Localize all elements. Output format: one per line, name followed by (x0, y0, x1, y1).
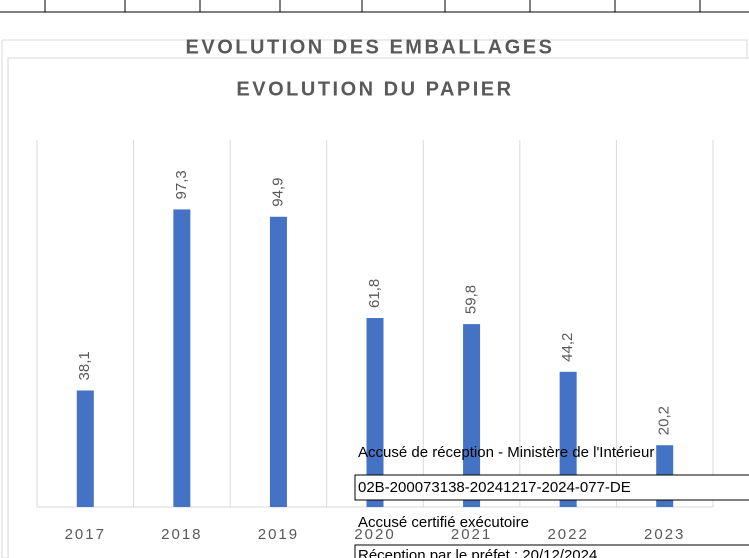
stamp-text: Accusé certifié exécutoire (358, 514, 529, 531)
stamp-box (354, 474, 749, 501)
chart-title: EVOLUTION DU PAPIER (236, 78, 513, 100)
data-label: 97,3 (173, 170, 190, 199)
behind-title: EVOLUTION DES EMBALLAGES (186, 36, 555, 58)
x-tick-label: 2020 (354, 526, 395, 543)
data-label: 59,8 (463, 285, 480, 314)
bar (269, 216, 287, 507)
x-tick-label: 2019 (258, 526, 299, 543)
bar (463, 324, 481, 507)
stamp-text: Réception par le préfet : 20/12/2024 (358, 547, 597, 558)
x-tick-label: 2018 (161, 526, 202, 543)
bar (173, 209, 191, 507)
bar (366, 317, 384, 507)
x-tick-label: 2021 (451, 526, 492, 543)
table-top (0, 0, 749, 13)
x-tick-label: 2023 (644, 526, 685, 543)
data-label: 61,8 (366, 279, 383, 308)
data-label: 20,2 (656, 406, 673, 435)
x-tick-label: 2017 (65, 526, 106, 543)
data-label: 38,1 (76, 351, 93, 380)
stamp-text: Accusé de réception - Ministère de l'Int… (358, 444, 654, 461)
data-label: 94,9 (269, 178, 286, 207)
x-tick-label: 2022 (547, 526, 588, 543)
stamp-id: 02B-200073138-20241217-2024-077-DE (358, 479, 631, 496)
bar (559, 371, 577, 507)
bar (76, 390, 94, 507)
data-label: 44,2 (559, 333, 576, 362)
